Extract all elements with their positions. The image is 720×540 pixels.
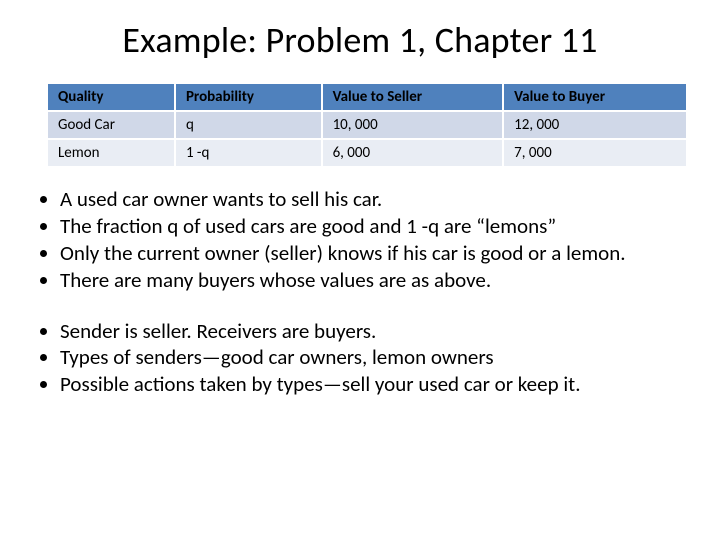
slide-title: Example: Problem 1, Chapter 11	[32, 18, 688, 62]
bullet: There are many buyers whose values are a…	[60, 267, 688, 294]
table-header-row: Quality Probability Value to Seller Valu…	[48, 84, 687, 111]
col-quality: Quality	[48, 84, 175, 111]
col-value-seller: Value to Seller	[322, 84, 504, 111]
col-probability: Probability	[175, 84, 322, 111]
bullet-group-2: Sender is seller. Receivers are buyers. …	[32, 318, 688, 399]
cell: 7, 000	[503, 139, 687, 167]
cell: 10, 000	[322, 111, 504, 139]
data-table: Quality Probability Value to Seller Valu…	[48, 84, 688, 168]
cell: 1 -q	[175, 139, 322, 167]
bullet: Types of senders—good car owners, lemon …	[60, 344, 688, 371]
cell: Good Car	[48, 111, 175, 139]
bullet: Sender is seller. Receivers are buyers.	[60, 318, 688, 345]
table-row: Lemon 1 -q 6, 000 7, 000	[48, 139, 687, 167]
cell: 6, 000	[322, 139, 504, 167]
bullet: The fraction q of used cars are good and…	[60, 213, 688, 240]
table-row: Good Car q 10, 000 12, 000	[48, 111, 687, 139]
bullet-group-1: A used car owner wants to sell his car. …	[32, 186, 688, 294]
cell: q	[175, 111, 322, 139]
bullet: Only the current owner (seller) knows if…	[60, 240, 688, 267]
cell: 12, 000	[503, 111, 687, 139]
slide: Example: Problem 1, Chapter 11 Quality P…	[0, 0, 720, 540]
cell: Lemon	[48, 139, 175, 167]
bullet: A used car owner wants to sell his car.	[60, 186, 688, 213]
col-value-buyer: Value to Buyer	[503, 84, 687, 111]
bullet: Possible actions taken by types—sell you…	[60, 371, 688, 398]
